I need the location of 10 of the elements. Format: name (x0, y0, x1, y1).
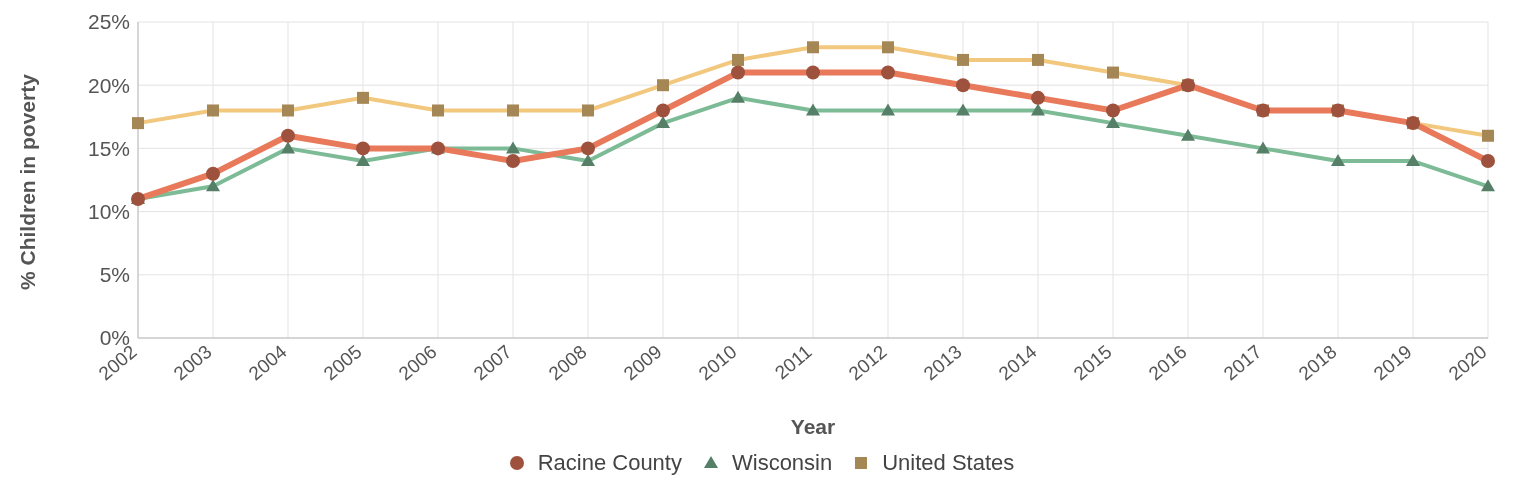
y-tick-label: 10% (87, 200, 130, 224)
y-tick-label: 15% (87, 136, 130, 160)
legend-label: Wisconsin (731, 450, 833, 476)
y-axis-title: % Children in poverty (16, 73, 40, 290)
legend-label: Racine County (537, 450, 682, 476)
y-tick-label: 25% (87, 10, 130, 34)
legend-label: United States (882, 450, 1015, 476)
y-tick-label: 5% (99, 263, 130, 287)
y-tick-label: 20% (87, 73, 130, 97)
x-axis-title: Year (790, 415, 836, 438)
